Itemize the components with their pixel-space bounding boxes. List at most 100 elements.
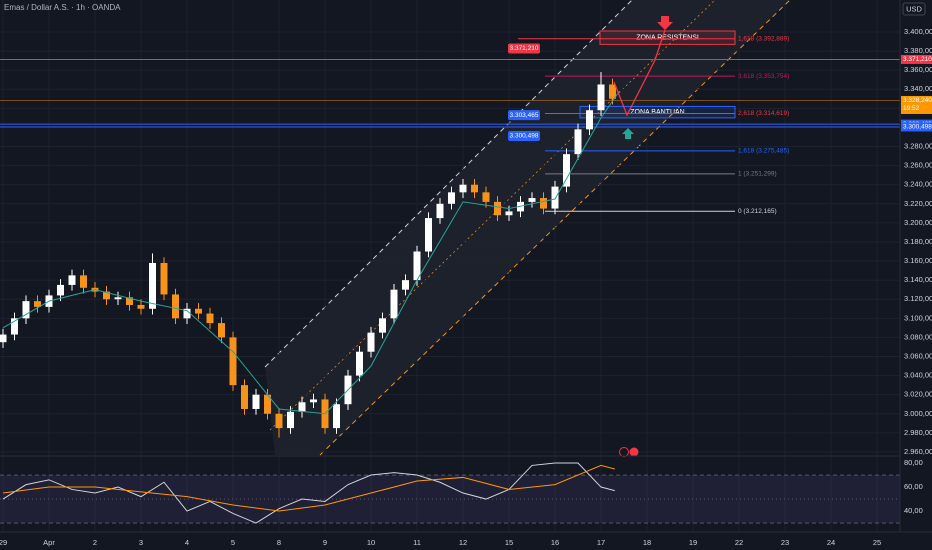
rsi-line bbox=[2, 462, 615, 524]
price-tag-label: 3.371,210 bbox=[510, 45, 539, 52]
fib-label: 2,618 (3.314,619) bbox=[738, 110, 789, 117]
y-tick-label: 3.400,000 bbox=[904, 27, 932, 36]
candle-body bbox=[229, 337, 237, 386]
x-tick-label: 22 bbox=[735, 538, 743, 547]
x-tick-label: 16 bbox=[551, 538, 559, 547]
candle-body bbox=[79, 275, 87, 288]
candle-body bbox=[390, 289, 398, 319]
candle-body bbox=[436, 203, 444, 219]
y-tick-label: 3.020,000 bbox=[904, 390, 932, 399]
candle-body bbox=[367, 332, 375, 352]
y-tick-label: 3.360,000 bbox=[904, 65, 932, 74]
candle-body bbox=[447, 192, 455, 204]
fib-label: 0 (3.212,165) bbox=[738, 208, 777, 215]
rsi-line bbox=[2, 464, 615, 512]
candle-body bbox=[585, 110, 593, 130]
fib-label: 1 (3.251,299) bbox=[738, 171, 777, 178]
candle-body bbox=[183, 308, 191, 319]
x-tick-label: 29 bbox=[0, 538, 7, 547]
x-tick-label: 3 bbox=[139, 538, 143, 547]
projection-path bbox=[613, 29, 666, 117]
price-tag-label: 3.300,498 bbox=[903, 124, 932, 131]
moving-average bbox=[2, 90, 620, 415]
candle-body bbox=[263, 394, 271, 414]
y-tick-label: 3.180,000 bbox=[904, 237, 932, 246]
price-tag bbox=[901, 95, 932, 114]
x-tick-label: 5 bbox=[231, 538, 235, 547]
zone bbox=[599, 30, 736, 45]
candle-body bbox=[574, 129, 582, 155]
y-tick-label: 3.220,000 bbox=[904, 199, 932, 208]
candle-body bbox=[275, 413, 283, 429]
x-tick-label: 11 bbox=[413, 538, 421, 547]
countdown: 19:52 bbox=[903, 105, 920, 112]
y-tick-label: 2.960,000 bbox=[904, 447, 932, 456]
candle-body bbox=[286, 411, 294, 429]
candle-body bbox=[355, 351, 363, 376]
candle-body bbox=[0, 334, 7, 343]
channel-mid bbox=[269, 0, 716, 431]
price-tag bbox=[901, 122, 932, 132]
y-tick-label: 60,00 bbox=[904, 482, 923, 491]
y-tick-label: 3.280,000 bbox=[904, 141, 932, 150]
y-tick-label: 3.080,000 bbox=[904, 332, 932, 341]
candle-body bbox=[160, 262, 168, 295]
fib-label: 1,618 (3.275,485) bbox=[738, 148, 789, 155]
x-tick-label: 10 bbox=[367, 538, 375, 547]
y-tick-label: 3.000,000 bbox=[904, 409, 932, 418]
zone-label: ZONA BANTUAN bbox=[630, 109, 684, 116]
event-icon bbox=[629, 447, 639, 457]
candle-body bbox=[482, 192, 490, 202]
y-tick-label: 3.160,000 bbox=[904, 256, 932, 265]
x-tick-label: 18 bbox=[643, 538, 651, 547]
channel-top bbox=[264, 0, 633, 368]
fib-label: 3,618 (3.353,754) bbox=[738, 73, 789, 80]
price-tag bbox=[508, 43, 540, 54]
y-tick-label: 3.140,000 bbox=[904, 275, 932, 284]
currency: USD bbox=[906, 4, 922, 13]
y-tick-label: 40,00 bbox=[904, 506, 923, 515]
currency-box[interactable] bbox=[902, 2, 926, 16]
candle-body bbox=[378, 318, 386, 333]
y-tick-label: 3.340,000 bbox=[904, 84, 932, 93]
candle-body bbox=[562, 154, 570, 187]
price-tag-label: 3.300,498 bbox=[510, 133, 539, 140]
candle-body bbox=[332, 404, 340, 429]
rsi-band bbox=[0, 475, 900, 524]
candle-body bbox=[528, 198, 536, 202]
candle-body bbox=[505, 211, 513, 216]
candle-body bbox=[459, 184, 467, 193]
y-tick-label: 2.980,000 bbox=[904, 428, 932, 437]
zone-label: ZONA RESISTENSI bbox=[636, 35, 699, 42]
candle-body bbox=[217, 323, 225, 338]
x-tick-label: Apr bbox=[43, 538, 55, 547]
candle-body bbox=[298, 402, 306, 412]
x-tick-label: 17 bbox=[597, 538, 605, 547]
candle-body bbox=[252, 394, 260, 409]
candle-body bbox=[608, 84, 616, 99]
candle-body bbox=[33, 301, 41, 307]
candle-body bbox=[539, 198, 547, 209]
candle-body bbox=[424, 218, 432, 252]
candle-body bbox=[470, 184, 478, 193]
y-tick-label: 3.240,000 bbox=[904, 180, 932, 189]
candle-body bbox=[206, 313, 214, 324]
candle-body bbox=[194, 308, 202, 314]
x-tick-label: 24 bbox=[827, 538, 835, 547]
price-tag-label: 3.371,210 bbox=[903, 56, 932, 63]
candle-body bbox=[148, 262, 156, 309]
zone bbox=[579, 105, 736, 119]
y-tick-label: 3.040,000 bbox=[904, 371, 932, 380]
symbol-title: Emas / Dollar A.S. · 1h · OANDA bbox=[4, 3, 121, 12]
price-tag bbox=[508, 110, 540, 121]
y-tick-label: 3.200,000 bbox=[904, 218, 932, 227]
x-tick-label: 4 bbox=[185, 538, 189, 547]
y-tick-label: 3.380,000 bbox=[904, 46, 932, 55]
candle-body bbox=[240, 385, 248, 409]
candle-body bbox=[137, 304, 145, 309]
x-tick-label: 2 bbox=[93, 538, 97, 547]
candle-body bbox=[10, 318, 18, 335]
arrow-down bbox=[657, 16, 673, 30]
